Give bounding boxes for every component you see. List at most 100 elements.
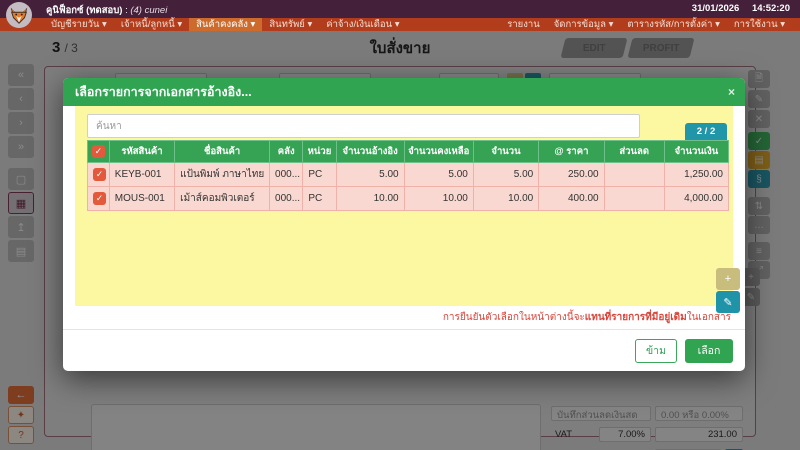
dialog-footer: ข้าม เลือก bbox=[63, 329, 745, 371]
add-line-button[interactable]: + bbox=[742, 268, 760, 286]
cell-qty: 10.00 bbox=[472, 186, 540, 211]
fox-logo-icon bbox=[6, 2, 32, 28]
page-title: ใบสั่งขาย bbox=[369, 40, 431, 57]
clock: 31/01/2026 14:52:20 bbox=[682, 3, 790, 14]
menu-usage[interactable]: การใช้งาน ▾ bbox=[733, 19, 785, 30]
help-icon: ? bbox=[18, 429, 24, 441]
record-current: 3 bbox=[52, 39, 61, 56]
paperclip-icon: § bbox=[756, 173, 762, 185]
skip-button[interactable]: ข้าม bbox=[635, 338, 677, 363]
select-area-icon: ▢ bbox=[15, 173, 27, 186]
next-record-button[interactable]: › bbox=[8, 112, 34, 134]
confirm-document-button[interactable]: ✓ bbox=[748, 132, 770, 150]
chart-button[interactable]: ▦ bbox=[8, 192, 34, 214]
menu-inventory[interactable]: สินค้าคงคลัง ▾ bbox=[189, 18, 263, 31]
last-record-button[interactable]: » bbox=[8, 136, 34, 158]
search-input[interactable] bbox=[87, 114, 640, 138]
delete-document-button[interactable]: ✕ bbox=[748, 110, 770, 128]
row-checkbox[interactable]: ✓ bbox=[93, 168, 106, 181]
cell-amount: 1,250.00 bbox=[663, 162, 730, 187]
menu-daily-journal[interactable]: บัญชีรายวัน ▾ bbox=[51, 19, 107, 30]
attach-file-button[interactable]: § bbox=[748, 170, 770, 188]
cash-discount-field[interactable]: บันทึกส่วนลดเงินสด bbox=[551, 406, 651, 421]
menubar: บัญชีรายวัน ▾ เจ้าหนี้/ลูกหนี้ ▾ สินค้าค… bbox=[0, 18, 800, 31]
select-all-checkbox[interactable]: ✓ bbox=[91, 145, 105, 158]
printer-icon: ≡ bbox=[756, 245, 762, 257]
cell-price: 400.00 bbox=[538, 186, 605, 211]
close-icon[interactable]: × bbox=[727, 85, 735, 99]
grid-icon: ▤ bbox=[15, 245, 27, 258]
menus-right: รายงาน จัดการข้อมูล ▾ ตารางรหัส/การตั้งค… bbox=[500, 18, 792, 31]
cell-product-code: MOUS-001 bbox=[108, 186, 176, 211]
back-arrow-icon: ← bbox=[15, 389, 27, 401]
new-document-icon: 🗎 bbox=[754, 72, 764, 84]
brand: คูนิฟ็อกซ์ (ทดสอบ) : (4) cunei bbox=[46, 3, 167, 18]
edit-line-button[interactable]: ✎ bbox=[742, 288, 760, 306]
cell-product-code: KEYB-001 bbox=[108, 162, 176, 187]
back-button[interactable]: ← bbox=[8, 386, 34, 404]
sort-icon: ⇅ bbox=[754, 200, 764, 212]
delete-document-icon: ✕ bbox=[754, 113, 764, 125]
print-button[interactable]: ≡ bbox=[748, 242, 770, 260]
cash-discount-value-field[interactable]: 0.00 หรือ 0.00% bbox=[655, 406, 743, 421]
menu-payable-receivable[interactable]: เจ้าหนี้/ลูกหนี้ ▾ bbox=[120, 19, 183, 30]
grid-view-button[interactable]: ▤ bbox=[8, 240, 34, 262]
notes-area[interactable] bbox=[91, 404, 541, 450]
chart-icon: ▦ bbox=[15, 197, 27, 210]
col-ref-qty: จำนวนอ้างอิง bbox=[335, 140, 405, 163]
current-date: 31/01/2026 bbox=[691, 3, 740, 14]
cell-ref-qty: 10.00 bbox=[335, 186, 405, 211]
col-product-code: รหัสสินค้า bbox=[108, 140, 176, 163]
col-unit: หน่วย bbox=[302, 140, 337, 163]
vat-label: VAT bbox=[555, 429, 573, 440]
new-document-button[interactable]: 🗎 bbox=[748, 70, 770, 88]
upload-button[interactable]: ↥ bbox=[8, 216, 34, 238]
vat-amount-value: 231.00 bbox=[655, 427, 743, 442]
cell-price: 250.00 bbox=[538, 162, 605, 187]
help-button[interactable]: ? bbox=[8, 426, 34, 444]
record-total: / 3 bbox=[64, 41, 78, 55]
col-remain-qty: จำนวนคงเหลือ bbox=[403, 140, 474, 163]
menu-code-settings[interactable]: ตารางรหัส/การตั้งค่า ▾ bbox=[627, 19, 720, 30]
cell-warehouse: 000... bbox=[269, 162, 304, 187]
edit-row-button[interactable]: ✎ bbox=[716, 291, 740, 313]
cell-unit: PC bbox=[302, 162, 337, 187]
menu-data-management[interactable]: จัดการข้อมูล ▾ bbox=[553, 19, 614, 30]
table-row[interactable]: ✓ MOUS-001 เม้าส์คอมพิวเตอร์ 000... PC 1… bbox=[87, 186, 730, 211]
plus-icon: + bbox=[748, 271, 754, 283]
cell-product-name: แป้นพิมพ์ ภาษาไทย bbox=[174, 162, 271, 187]
brand-name: คูนิฟ็อกซ์ (ทดสอบ) bbox=[46, 5, 123, 16]
add-row-button[interactable]: + bbox=[716, 268, 740, 290]
cell-warehouse: 000... bbox=[269, 186, 304, 211]
dialog-body-panel: 2 / 2 ✓ รหัสสินค้า ชื่อสินค้า คลัง หน่วย… bbox=[75, 106, 733, 306]
menu-assets[interactable]: สินทรัพย์ ▾ bbox=[269, 19, 313, 30]
comment-button[interactable]: … bbox=[748, 216, 770, 234]
cell-discount bbox=[603, 162, 665, 187]
first-record-button[interactable]: « bbox=[8, 64, 34, 86]
edit-document-button[interactable]: ✎ bbox=[748, 90, 770, 108]
sort-button[interactable]: ⇅ bbox=[748, 197, 770, 215]
select-area-button[interactable]: ▢ bbox=[8, 168, 34, 190]
row-checkbox[interactable]: ✓ bbox=[93, 192, 106, 205]
edit-document-icon: ✎ bbox=[754, 93, 764, 105]
copy-document-button[interactable]: ▤ bbox=[748, 151, 770, 169]
reference-items-dialog: เลือกรายการจากเอกสารอ้างอิง... × 2 / 2 ✓… bbox=[63, 78, 745, 371]
session-user: (4) cunei bbox=[130, 5, 168, 16]
dialog-title: เลือกรายการจากเอกสารอ้างอิง... bbox=[75, 85, 252, 99]
current-time: 14:52:20 bbox=[751, 3, 790, 14]
replace-warning-text: การยืนยันตัวเลือกในหน้าต่างนี้จะแทนที่รา… bbox=[442, 312, 731, 323]
col-price: @ ราคา bbox=[538, 140, 605, 163]
table-row[interactable]: ✓ KEYB-001 แป้นพิมพ์ ภาษาไทย 000... PC 5… bbox=[87, 162, 730, 187]
cell-discount bbox=[603, 186, 665, 211]
menu-reports[interactable]: รายงาน bbox=[507, 19, 540, 30]
document-icon: ▤ bbox=[754, 154, 764, 166]
panel-side-tools: + ✎ bbox=[716, 268, 740, 314]
upload-icon: ↥ bbox=[16, 221, 26, 234]
prev-record-button[interactable]: ‹ bbox=[8, 88, 34, 110]
cell-qty: 5.00 bbox=[472, 162, 540, 187]
pin-button[interactable]: ✦ bbox=[8, 406, 34, 424]
col-discount: ส่วนลด bbox=[603, 140, 665, 163]
cell-ref-qty: 5.00 bbox=[335, 162, 405, 187]
menu-payroll[interactable]: ค่าจ้าง/เงินเดือน ▾ bbox=[326, 19, 400, 30]
select-button[interactable]: เลือก bbox=[685, 338, 733, 363]
